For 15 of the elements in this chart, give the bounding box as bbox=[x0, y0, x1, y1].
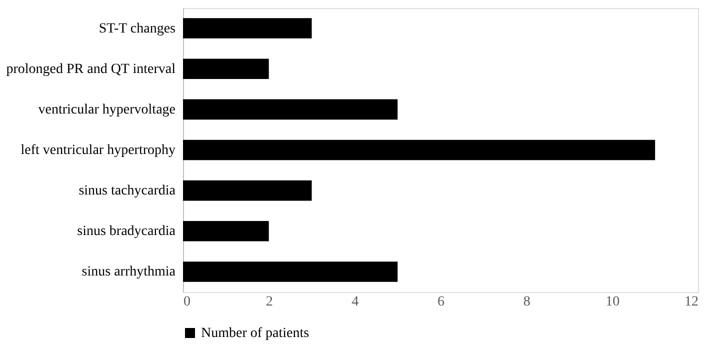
y-tick-label: sinus arrhythmia bbox=[82, 264, 176, 280]
x-tick-label: 10 bbox=[606, 294, 620, 310]
y-tick-label: left ventricular hypertrophy bbox=[20, 143, 176, 158]
y-tick-label: prolonged PR and QT interval bbox=[6, 62, 176, 77]
y-tick-label: sinus bradycardia bbox=[77, 224, 176, 240]
x-tick-label: 6 bbox=[438, 294, 444, 310]
y-tick-label: sinus tachycardia bbox=[78, 184, 176, 199]
x-tick-label: 0 bbox=[184, 294, 190, 310]
y-tick-label: ST-T changes bbox=[98, 21, 176, 36]
x-tick-label: 4 bbox=[352, 294, 359, 310]
x-tick-label: 12 bbox=[684, 294, 698, 310]
x-tick-label: 8 bbox=[523, 294, 530, 310]
x-tick-label: 2 bbox=[266, 294, 273, 310]
y-tick-label: ventricular hypervoltage bbox=[38, 102, 176, 118]
legend-label: Number of patients bbox=[201, 326, 310, 341]
